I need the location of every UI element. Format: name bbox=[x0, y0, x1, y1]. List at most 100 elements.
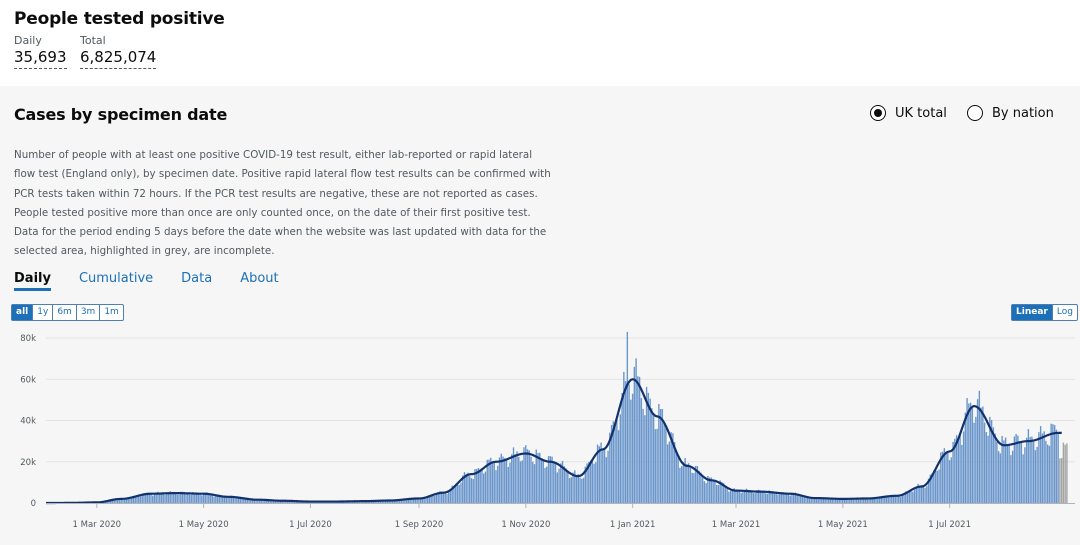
daily-bar bbox=[1041, 433, 1044, 503]
scale-log-button[interactable]: Log bbox=[1051, 305, 1077, 320]
daily-bar bbox=[752, 493, 755, 503]
radio-uk-total[interactable]: UK total bbox=[870, 105, 947, 121]
daily-bar bbox=[891, 494, 893, 503]
daily-bar bbox=[693, 473, 695, 503]
daily-bar bbox=[623, 371, 625, 503]
scale-linear-button[interactable]: Linear bbox=[1012, 305, 1052, 320]
daily-bar bbox=[244, 498, 247, 503]
daily-bar bbox=[206, 492, 208, 503]
daily-bar bbox=[540, 458, 543, 503]
daily-bar bbox=[460, 482, 462, 503]
card-title: Cases by specimen date bbox=[14, 105, 228, 124]
daily-bar bbox=[162, 493, 164, 503]
daily-bar bbox=[749, 490, 751, 503]
daily-bar bbox=[940, 452, 942, 503]
daily-bar bbox=[143, 493, 145, 503]
daily-bar bbox=[980, 407, 982, 503]
daily-bar bbox=[435, 494, 438, 503]
daily-bar bbox=[868, 497, 870, 503]
daily-bar bbox=[223, 496, 226, 503]
daily-bar bbox=[187, 493, 189, 503]
daily-bar bbox=[871, 497, 874, 503]
daily-bar bbox=[929, 474, 932, 503]
daily-value[interactable]: 35,693 bbox=[14, 47, 67, 69]
x-tick-label: 1 Mar 2021 bbox=[712, 520, 760, 530]
daily-bar bbox=[577, 474, 579, 503]
daily-bar bbox=[567, 472, 569, 503]
daily-bar bbox=[497, 465, 499, 503]
total-metric[interactable]: Total 6,825,074 bbox=[80, 34, 157, 69]
daily-bar bbox=[173, 492, 175, 503]
daily-metric[interactable]: Daily 35,693 bbox=[14, 34, 67, 69]
daily-bar bbox=[593, 463, 595, 503]
daily-bar bbox=[845, 498, 847, 503]
daily-bar bbox=[614, 422, 616, 503]
daily-bar bbox=[735, 489, 737, 503]
range-1m-button[interactable]: 1m bbox=[99, 305, 123, 320]
daily-bar bbox=[640, 398, 643, 503]
daily-bar bbox=[1059, 458, 1061, 503]
daily-bar bbox=[1027, 429, 1030, 503]
range-6m-button[interactable]: 6m bbox=[52, 305, 76, 320]
range-3m-button[interactable]: 3m bbox=[75, 305, 100, 320]
range-all-button[interactable]: all bbox=[12, 305, 33, 320]
daily-bar bbox=[526, 449, 529, 503]
daily-bar bbox=[673, 442, 676, 503]
daily-bar bbox=[274, 501, 277, 503]
daily-bar bbox=[896, 495, 898, 503]
daily-bar bbox=[808, 497, 811, 503]
daily-bar bbox=[514, 454, 516, 503]
daily-bar bbox=[397, 500, 399, 503]
daily-bar bbox=[822, 497, 825, 503]
daily-bar bbox=[547, 456, 550, 503]
daily-bar bbox=[230, 495, 233, 503]
daily-bar bbox=[710, 477, 713, 503]
daily-bar bbox=[532, 461, 534, 503]
daily-bar bbox=[784, 492, 786, 503]
tab-data[interactable]: Data bbox=[181, 271, 213, 286]
daily-bar bbox=[1050, 423, 1052, 503]
radio-by-nation[interactable]: By nation bbox=[967, 105, 1054, 121]
daily-bar bbox=[211, 494, 213, 503]
daily-bar bbox=[985, 432, 988, 503]
daily-bar bbox=[455, 483, 457, 503]
daily-bar bbox=[1064, 444, 1066, 503]
daily-bar bbox=[122, 498, 124, 503]
range-1y-button[interactable]: 1y bbox=[32, 305, 52, 320]
daily-bar bbox=[188, 494, 191, 503]
daily-bar bbox=[434, 495, 436, 503]
daily-bar bbox=[250, 499, 252, 503]
daily-bar bbox=[554, 462, 557, 503]
daily-bar bbox=[747, 490, 749, 503]
daily-bar bbox=[155, 492, 157, 503]
daily-bar bbox=[1046, 444, 1049, 503]
tab-cumulative[interactable]: Cumulative bbox=[78, 271, 154, 286]
daily-bar bbox=[772, 491, 774, 503]
tab-daily[interactable]: Daily bbox=[14, 271, 51, 291]
tab-about[interactable]: About bbox=[240, 271, 279, 286]
daily-bar bbox=[870, 498, 872, 503]
total-value[interactable]: 6,825,074 bbox=[80, 47, 157, 69]
daily-bar bbox=[800, 495, 802, 503]
daily-bar bbox=[195, 492, 198, 503]
daily-bar bbox=[437, 492, 439, 503]
daily-bar bbox=[672, 433, 674, 503]
daily-bar bbox=[453, 486, 455, 503]
daily-bar bbox=[875, 498, 877, 503]
daily-bar bbox=[866, 497, 868, 503]
daily-bar bbox=[426, 496, 429, 503]
daily-bar bbox=[260, 499, 263, 503]
daily-bar bbox=[810, 497, 812, 503]
daily-bar bbox=[500, 453, 502, 503]
daily-bar bbox=[966, 398, 968, 503]
daily-bar bbox=[286, 501, 289, 503]
daily-bar bbox=[850, 499, 853, 503]
daily-bar bbox=[138, 495, 140, 503]
daily-bar bbox=[803, 497, 805, 503]
daily-bar bbox=[1039, 426, 1042, 503]
daily-bar bbox=[491, 463, 494, 503]
daily-bar bbox=[635, 358, 637, 503]
daily-bar bbox=[167, 492, 170, 503]
daily-bar bbox=[563, 466, 565, 503]
daily-bar bbox=[393, 500, 396, 503]
